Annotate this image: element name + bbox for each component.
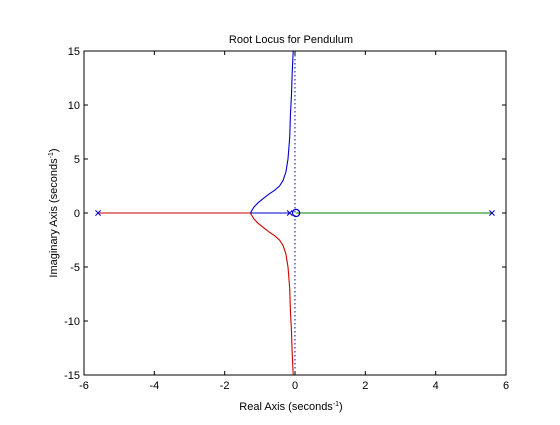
- pole-marker-stroke: [488, 210, 495, 216]
- x-axis-label-exponent: -1: [333, 401, 339, 408]
- locus-branch-1: [249, 212, 294, 376]
- y-tick-label: 10: [68, 100, 80, 112]
- pole-marker-stroke: [95, 210, 102, 216]
- y-axis-label-text: Imaginary Axis (seconds: [48, 158, 60, 278]
- pole-marker-0: [95, 210, 102, 216]
- x-tick-label: -4: [149, 380, 159, 392]
- y-axis-label-exponent: -1: [48, 152, 55, 158]
- x-axis-label-close: ): [339, 401, 343, 413]
- x-tick-label: 6: [503, 380, 509, 392]
- x-tick-label: 0: [292, 380, 298, 392]
- y-tick-label: -15: [64, 370, 80, 382]
- pole-marker-2: [488, 210, 495, 216]
- x-tick-label: 2: [362, 380, 368, 392]
- x-axis-label-text: Real Axis (seconds: [239, 401, 333, 413]
- y-tick-label: -5: [70, 262, 80, 274]
- x-tick-label: -2: [220, 380, 230, 392]
- zero-marker-0: [291, 208, 301, 218]
- locus-branch-0: [249, 50, 294, 214]
- x-axis-label: Real Axis (seconds-1): [239, 401, 342, 413]
- y-tick-label: 5: [74, 154, 80, 166]
- y-tick-label: 15: [68, 46, 80, 58]
- chart-title: Root Locus for Pendulum: [229, 34, 353, 46]
- x-tick-label: -6: [79, 380, 89, 392]
- x-tick-label: 4: [433, 380, 439, 392]
- y-tick-label: 0: [74, 208, 80, 220]
- y-axis-label-close: ): [48, 148, 60, 152]
- pole-marker-stroke: [286, 210, 293, 216]
- pole-marker-1: [286, 210, 293, 216]
- y-tick-label: -10: [64, 316, 80, 328]
- y-axis-label: Imaginary Axis (seconds-1): [48, 148, 60, 277]
